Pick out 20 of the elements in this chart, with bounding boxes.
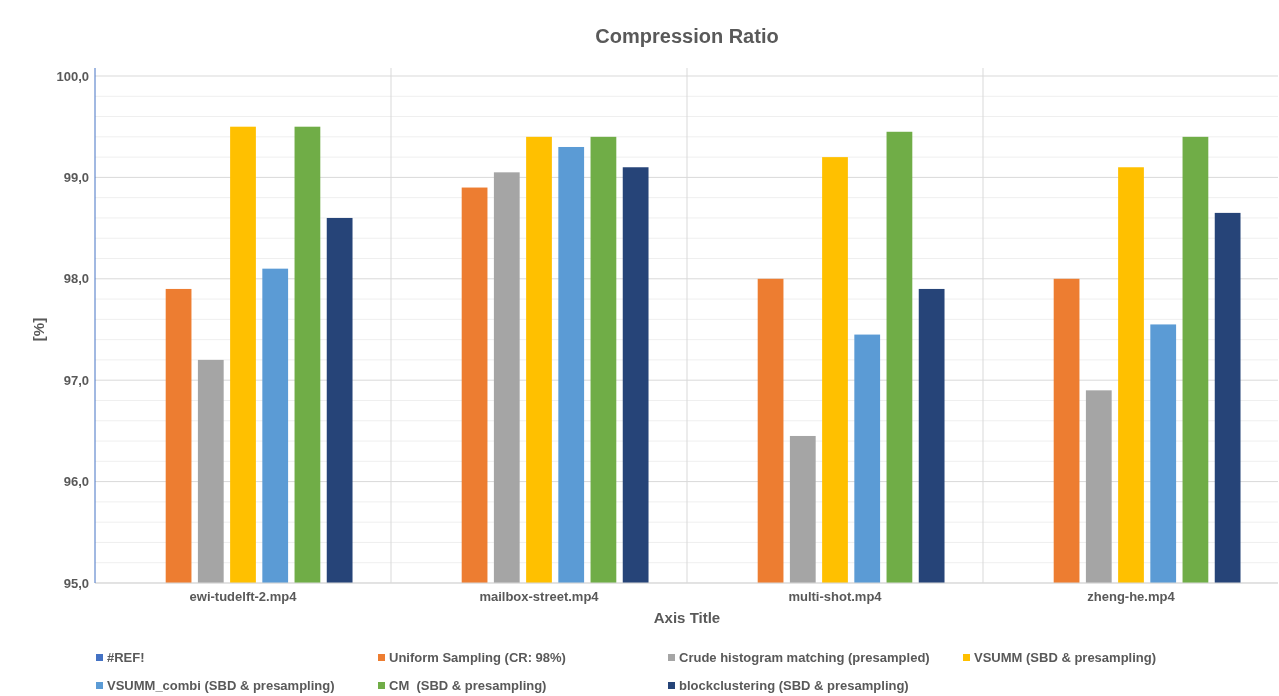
x-tick-label: zheng-he.mp4	[1087, 589, 1176, 604]
y-tick-label: 97,0	[63, 372, 89, 388]
legend-label: blockclustering (SBD & presampling)	[679, 678, 909, 693]
x-tick-label: mailbox-street.mp4	[479, 589, 600, 604]
legend-label: VSUMM_combi (SBD & presampling)	[107, 678, 335, 693]
legend-label: VSUMM (SBD & presampling)	[974, 650, 1157, 665]
y-tick-label: 96,0	[63, 474, 89, 490]
legend-label: CM (SBD & presampling)	[389, 678, 547, 693]
y-tick-label: 98,0	[63, 271, 89, 287]
legend-label: Crude histogram matching (presampled)	[679, 650, 930, 665]
legend-label: #REF!	[107, 650, 145, 665]
y-tick-label: 95,0	[63, 575, 89, 591]
chart-title: Compression Ratio	[595, 25, 779, 47]
legend-label: Uniform Sampling (CR: 98%)	[389, 650, 566, 665]
x-axis-title: Axis Title	[653, 609, 721, 626]
y-tick-label: 100,0	[56, 68, 89, 84]
y-axis-title: [%]	[30, 317, 47, 342]
x-tick-label: multi-shot.mp4	[788, 589, 883, 604]
y-tick-label: 99,0	[63, 169, 89, 185]
x-tick-label: ewi-tudelft-2.mp4	[189, 589, 298, 604]
